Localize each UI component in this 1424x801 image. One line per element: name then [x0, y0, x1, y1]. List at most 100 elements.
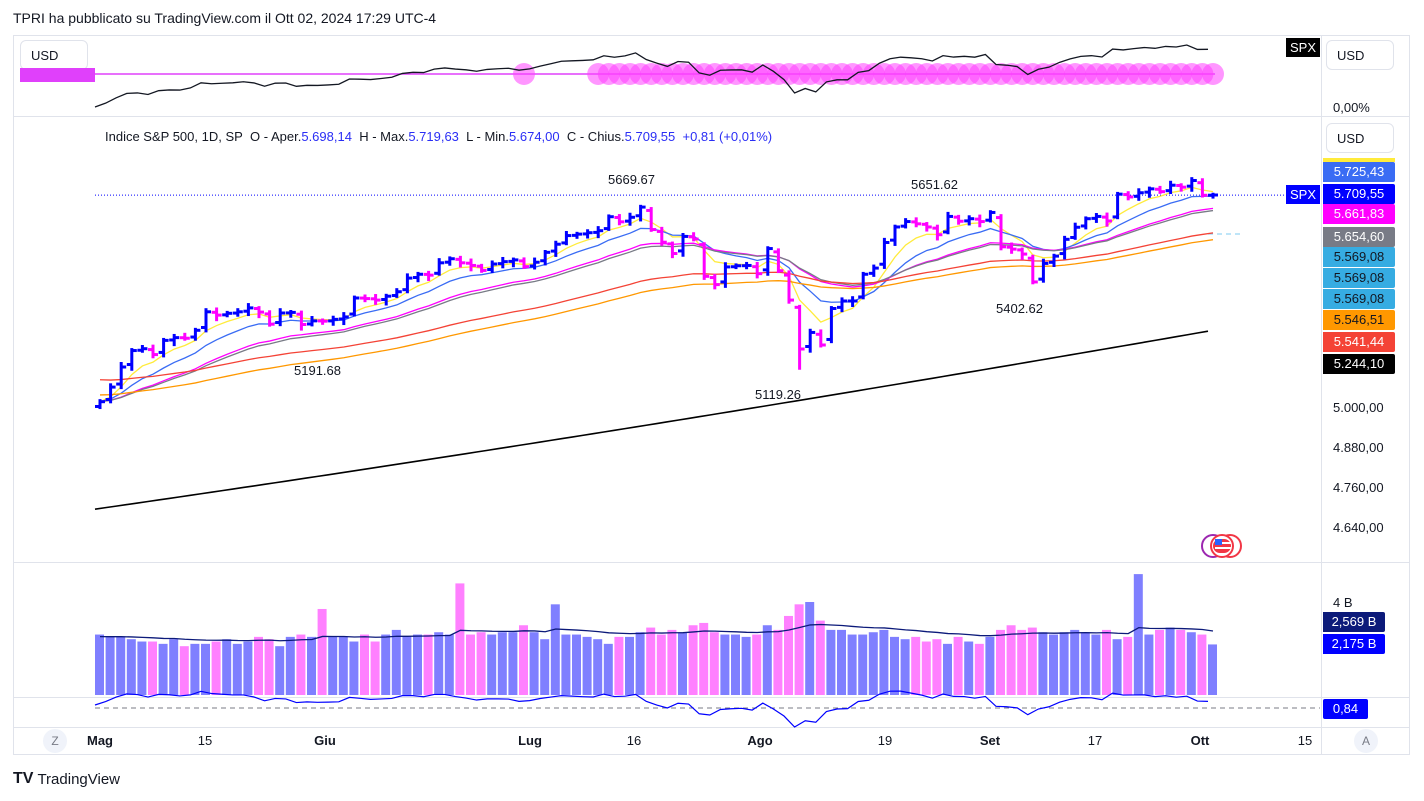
price-badge: 5.541,44	[1323, 332, 1395, 352]
volume-bar	[868, 632, 878, 695]
price-symbol-tag: SPX	[1286, 185, 1321, 204]
signal-circle	[1202, 63, 1224, 85]
volume-bar	[625, 636, 634, 695]
volume-bar	[1006, 625, 1016, 695]
volume-bar	[1155, 629, 1164, 695]
ma-line-ma200	[94, 330, 1209, 510]
volume-bar	[232, 643, 242, 695]
price-axis-label: 5.000,00	[1333, 400, 1384, 415]
top-pane-line	[94, 44, 1209, 108]
volume-bar	[1176, 629, 1186, 695]
volume-bar	[1123, 636, 1133, 695]
volume-bar	[974, 643, 984, 695]
volume-bar	[943, 643, 952, 695]
time-axis-label: Lug	[518, 733, 542, 748]
chart-frame	[13, 35, 1410, 755]
volume-bar	[593, 639, 603, 695]
volume-ma-badge: 2,569 B	[1323, 612, 1385, 632]
volume-bar	[996, 629, 1005, 695]
volume-bar	[635, 632, 645, 695]
volume-ma-line	[99, 623, 1214, 642]
volume-bar	[423, 634, 433, 695]
time-axis-label: 16	[626, 733, 642, 748]
high-annotation: 5669.67	[608, 172, 655, 187]
volume-bar	[243, 641, 253, 695]
volume-bar	[201, 643, 210, 695]
volume-bar	[328, 636, 338, 695]
legend-close-label: C - Chius.	[566, 129, 625, 144]
volume-bar	[741, 636, 751, 695]
volume-bar	[582, 636, 592, 695]
volume-bar	[900, 639, 910, 695]
volume-bar	[158, 643, 168, 695]
auto-scale-button[interactable]: A	[1354, 729, 1378, 753]
volume-bar	[1027, 627, 1037, 695]
volume-bar	[444, 634, 454, 695]
volume-bar	[519, 625, 528, 695]
volume-bar	[105, 636, 115, 695]
volume-bar	[985, 636, 995, 695]
volume-bar	[603, 643, 613, 695]
price-axis-divider	[1321, 35, 1322, 755]
time-axis-label: Set	[979, 733, 1001, 748]
volume-bar	[211, 641, 221, 695]
volume-bar	[487, 634, 497, 695]
legend-open-label: O - Aper.	[250, 129, 302, 144]
volume-bar	[360, 634, 369, 695]
brand-name: TradingView	[37, 770, 120, 788]
volume-bar	[953, 636, 963, 695]
volume-bar	[95, 634, 104, 695]
zoom-button[interactable]: Z	[43, 729, 67, 753]
ma-fast-badge	[1323, 158, 1395, 162]
top-pane-symbol-tag: SPX	[1286, 38, 1321, 57]
volume-bar	[1197, 634, 1207, 695]
volume-bar	[169, 639, 179, 695]
legend-high: 5.719,63	[408, 129, 459, 144]
volume-bar	[1080, 632, 1090, 695]
volume-bar	[381, 634, 391, 695]
volume-bar	[1059, 632, 1069, 695]
volume-bar	[148, 641, 157, 695]
volume-bar	[434, 632, 444, 695]
currency-button-top-right[interactable]: USD	[1326, 40, 1394, 70]
time-axis-label: Ott	[1190, 733, 1210, 748]
oscillator-badge: 0,84	[1323, 699, 1368, 719]
legend-close: 5.709,55	[624, 129, 676, 144]
volume-bar	[338, 636, 348, 695]
volume-bar	[709, 632, 719, 695]
price-axis-label: 4.880,00	[1333, 440, 1384, 455]
ma-line-ema20	[99, 207, 1214, 403]
legend-high-label: H - Max.	[359, 129, 409, 144]
volume-bar	[752, 634, 762, 695]
volume-bar	[1208, 644, 1217, 695]
volume-bar	[837, 629, 846, 695]
volume-bar	[455, 583, 465, 695]
top-pane-level-badge	[20, 68, 95, 82]
volume-bar	[126, 639, 136, 695]
volume-bar	[413, 634, 422, 695]
currency-button-top-left[interactable]: USD	[20, 40, 88, 70]
volume-bar	[137, 641, 147, 695]
pane-divider	[13, 562, 1410, 563]
price-badge: 5.244,10	[1323, 354, 1395, 374]
volume-bar	[254, 636, 263, 695]
volume-bar	[667, 629, 677, 695]
volume-bar	[1070, 629, 1080, 695]
volume-bar	[508, 632, 518, 695]
signal-circle	[513, 63, 535, 85]
time-axis-label: 17	[1087, 733, 1103, 748]
tradingview-logo-icon: TV	[13, 770, 34, 787]
volume-bar	[1102, 629, 1111, 695]
tradingview-logo[interactable]: TV TradingView	[13, 770, 120, 788]
price-badge: 5.725,43	[1323, 162, 1395, 182]
currency-button-main[interactable]: USD	[1326, 123, 1394, 153]
symbol-legend: Indice S&P 500, 1D, SP O - Aper.5.698,14…	[105, 129, 772, 144]
event-flags[interactable]	[1200, 533, 1250, 559]
legend-open: 5.698,14	[301, 129, 352, 144]
volume-bar	[349, 641, 359, 695]
volume-bar	[540, 639, 550, 695]
ma-line-ema50	[99, 232, 1214, 381]
volume-bar	[858, 634, 868, 695]
volume-bar	[264, 639, 274, 695]
